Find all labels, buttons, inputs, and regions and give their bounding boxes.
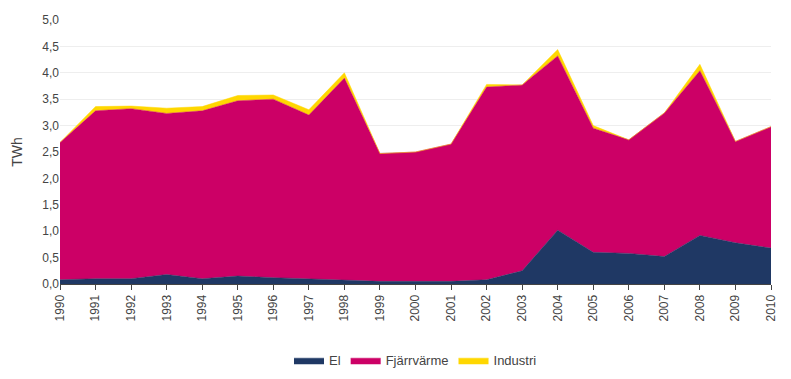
svg-text:2002: 2002 — [480, 294, 494, 321]
svg-text:3,5: 3,5 — [42, 92, 59, 106]
svg-text:1993: 1993 — [160, 294, 174, 321]
svg-text:1999: 1999 — [373, 294, 387, 321]
svg-text:2,0: 2,0 — [42, 172, 59, 186]
svg-text:1990: 1990 — [53, 294, 67, 321]
svg-text:2000: 2000 — [408, 294, 422, 321]
svg-text:2010: 2010 — [764, 294, 778, 321]
svg-text:2007: 2007 — [657, 294, 671, 321]
svg-text:1992: 1992 — [124, 294, 138, 321]
svg-text:Fjärrvärme: Fjärrvärme — [386, 353, 449, 368]
svg-text:1995: 1995 — [231, 294, 245, 321]
svg-text:0,5: 0,5 — [42, 251, 59, 265]
svg-text:1994: 1994 — [195, 294, 209, 321]
svg-text:2001: 2001 — [444, 294, 458, 321]
svg-text:1991: 1991 — [88, 294, 102, 321]
svg-text:5,0: 5,0 — [42, 13, 59, 27]
svg-text:1998: 1998 — [337, 294, 351, 321]
svg-text:2003: 2003 — [515, 294, 529, 321]
svg-text:1,5: 1,5 — [42, 198, 59, 212]
svg-text:4,5: 4,5 — [42, 40, 59, 54]
svg-text:2,5: 2,5 — [42, 145, 59, 159]
svg-text:2004: 2004 — [551, 294, 565, 321]
svg-text:3,0: 3,0 — [42, 119, 59, 133]
svg-text:2008: 2008 — [693, 294, 707, 321]
svg-text:Industri: Industri — [494, 353, 537, 368]
svg-text:4,0: 4,0 — [42, 66, 59, 80]
svg-text:TWh: TWh — [9, 137, 25, 167]
svg-text:2005: 2005 — [586, 294, 600, 321]
svg-text:El: El — [329, 353, 341, 368]
svg-text:1997: 1997 — [302, 294, 316, 321]
svg-text:2006: 2006 — [622, 294, 636, 321]
svg-text:2009: 2009 — [728, 294, 742, 321]
svg-text:1,0: 1,0 — [42, 224, 59, 238]
svg-text:1996: 1996 — [266, 294, 280, 321]
svg-text:0,0: 0,0 — [42, 277, 59, 291]
